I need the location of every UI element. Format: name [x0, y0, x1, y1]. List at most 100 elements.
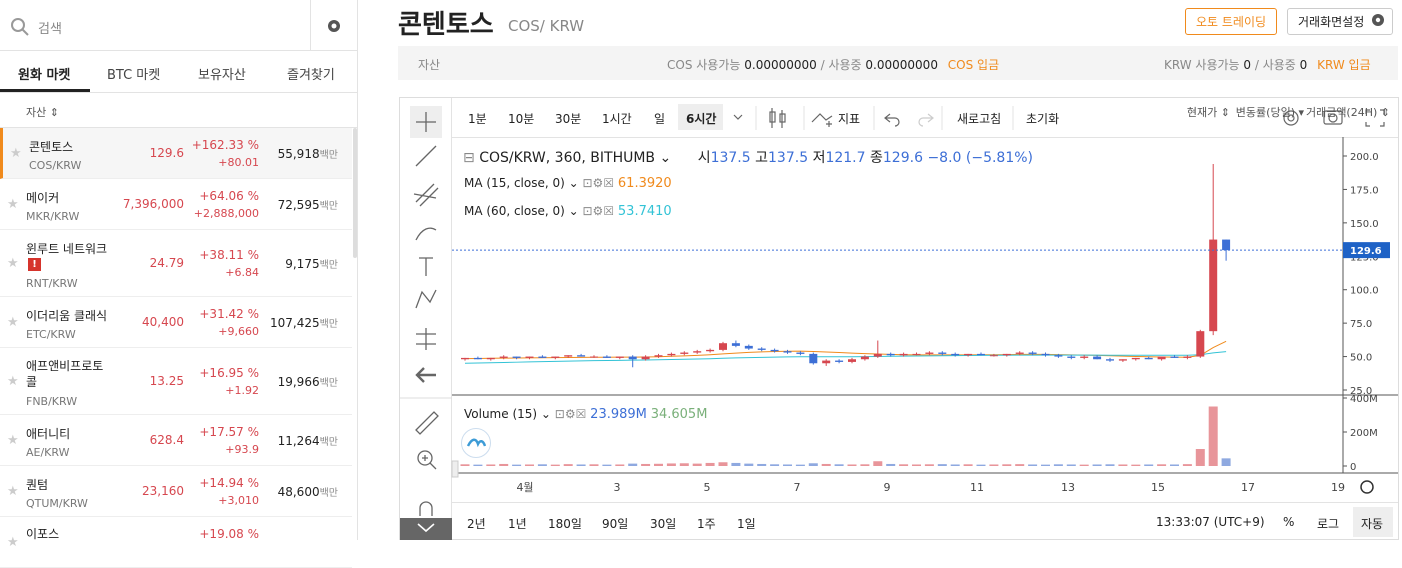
column-header[interactable]: 거래금액(24H) ⇕: [1305, 106, 1390, 119]
auto-trading-button[interactable]: 오토 트레이딩: [1185, 8, 1278, 35]
range-button[interactable]: 1일: [737, 517, 756, 531]
balance-label: 자산: [418, 58, 441, 72]
candle-body: [886, 353, 895, 356]
tools[interactable]: [413, 112, 439, 516]
volume-bar: [834, 464, 844, 466]
amount-unit: 백만: [319, 487, 338, 499]
candle-body: [525, 356, 534, 358]
label: 저: [812, 150, 826, 166]
volume-bar: [950, 464, 960, 466]
market-row[interactable]: ★ 메이커 MKR/KRW 7,396,000 +64.06 % +2,888,000 72…: [0, 179, 352, 230]
favorite-star[interactable]: ★: [7, 483, 19, 499]
candle-body: [538, 356, 547, 358]
column-header[interactable]: 변동률(당일) ▾: [1235, 106, 1304, 119]
interval-button[interactable]: 6시간: [686, 112, 717, 126]
scale-option[interactable]: 로그: [1317, 517, 1340, 531]
market-row[interactable]: ★ 이포스 +19.08 %: [0, 517, 352, 568]
favorite-star[interactable]: ★: [7, 534, 19, 550]
coin-name: 이더리움 클래식: [26, 309, 108, 323]
amount-value: 72,595: [277, 197, 320, 212]
deposit-link[interactable]: KRW 입금: [1317, 58, 1371, 72]
tab[interactable]: 원화 마켓: [18, 68, 71, 83]
volume-bar: [718, 462, 728, 466]
reset-button[interactable]: 초기화: [1026, 112, 1060, 126]
volume-tick-label: 0: [1350, 462, 1356, 473]
tab[interactable]: BTC 마켓: [107, 68, 161, 83]
volume-bar: [615, 464, 625, 466]
range-button[interactable]: 1년: [508, 517, 527, 531]
range-button[interactable]: 90일: [602, 517, 629, 531]
tab[interactable]: 즐겨찾기: [287, 68, 335, 83]
indicator-button[interactable]: 지표: [838, 112, 861, 126]
volume-bar: [847, 464, 857, 466]
candle-body: [964, 353, 973, 356]
range-button[interactable]: 1주: [697, 517, 716, 531]
favorite-star[interactable]: ★: [7, 314, 19, 330]
time-tick-label: 15: [1151, 481, 1165, 494]
volume-bar: [731, 462, 741, 466]
tab[interactable]: 보유자산: [198, 68, 246, 83]
collapse-button[interactable]: [400, 518, 452, 540]
scale-option[interactable]: %: [1283, 515, 1295, 529]
market-row[interactable]: ★ 애프앤비프로토콜 FNB/KRW 13.25 +16.95 % +1.92 19,966…: [0, 348, 352, 415]
drawing-tools: [400, 98, 452, 540]
price: 24.79: [149, 255, 184, 270]
market-row[interactable]: ★ 이더리움 클래식 ETC/KRW 40,400 +31.42 % +9,660 107,…: [0, 297, 352, 348]
settings-button[interactable]: 거래화면설정: [1287, 8, 1394, 35]
interval-button[interactable]: 1분: [468, 112, 487, 126]
favorite-star[interactable]: ★: [7, 255, 19, 271]
volume-value: 34.605M: [650, 407, 708, 422]
range-button[interactable]: 2년: [467, 517, 486, 531]
tool-icons: [400, 106, 452, 540]
range-button[interactable]: 30일: [650, 517, 677, 531]
market-row[interactable]: ★ 퀀텀 QTUM/KRW 23,160 +14.94 % +3,010 48,600백만: [0, 466, 352, 517]
coin-name: 이포스: [26, 527, 60, 541]
column-header[interactable]: 자산 ⇕: [26, 106, 59, 119]
range-button[interactable]: 180일: [548, 517, 582, 531]
coin-pair: MKR/KRW: [26, 210, 80, 223]
market-row[interactable]: ★ 콘텐토스 COS/KRW 129.6 +162.33 % +80.01 55,918백만: [0, 128, 352, 179]
change-amount: +3,010: [218, 493, 259, 507]
time-tick-label: 19: [1331, 481, 1345, 494]
deposit-link[interactable]: COS 입금: [947, 58, 1000, 72]
volume-bar: [550, 464, 560, 466]
favorite-star[interactable]: ★: [10, 145, 22, 161]
scale-option[interactable]: 자동: [1361, 517, 1384, 531]
amount-unit: 백만: [319, 318, 338, 330]
candle-body: [796, 352, 805, 354]
market-row[interactable]: ★ 애터니티 AE/KRW 628.4 +17.57 % +93.9 11,264백만: [0, 415, 352, 466]
favorite-star[interactable]: ★: [7, 196, 19, 212]
column-header[interactable]: 현재가 ⇕: [1186, 106, 1230, 119]
scrollbar: [353, 128, 357, 258]
coin-name: 메이커: [26, 191, 60, 205]
interval-button[interactable]: 1시간: [602, 112, 632, 126]
price: 40,400: [142, 314, 184, 329]
pane-handle: [451, 460, 459, 478]
volume-bar: [641, 463, 651, 466]
change-amount: +6.84: [225, 265, 259, 279]
logo-badge: [461, 428, 491, 458]
volume-bar: [1182, 464, 1192, 466]
chart-legend: ⊟ COS/KRW, 360, BITHUMB ⌄ 시137.5 고137.5 …: [463, 150, 1034, 166]
coin-name: 퀀텀: [26, 478, 49, 492]
interval-button[interactable]: 10분: [508, 112, 535, 126]
favorite-star[interactable]: ★: [7, 373, 19, 389]
amount-unit: 백만: [319, 149, 338, 161]
candle-body: [1106, 359, 1114, 361]
interval-button[interactable]: 30분: [555, 112, 582, 126]
amount: 72,595백만: [278, 197, 338, 212]
change-rate: +31.42 %: [199, 306, 259, 321]
collapse-icon[interactable]: ⊟: [463, 150, 475, 166]
candle-body: [744, 345, 753, 349]
candle-body: [1002, 353, 1011, 356]
volume-bar: [460, 464, 470, 466]
interval-button[interactable]: 일: [654, 112, 666, 126]
change-amount: +80.01: [218, 155, 259, 169]
settings-icon[interactable]: [326, 18, 342, 34]
volume-bar: [860, 464, 870, 466]
search-bar[interactable]: [0, 0, 358, 51]
favorite-star[interactable]: ★: [7, 432, 19, 448]
market-row[interactable]: ★ 윈루트 네트워크! RNT/KRW 24.79 +38.11 % +6.84 9,175…: [0, 230, 352, 297]
refresh-button[interactable]: 새로고침: [957, 112, 1002, 126]
volume-bar: [563, 464, 573, 466]
